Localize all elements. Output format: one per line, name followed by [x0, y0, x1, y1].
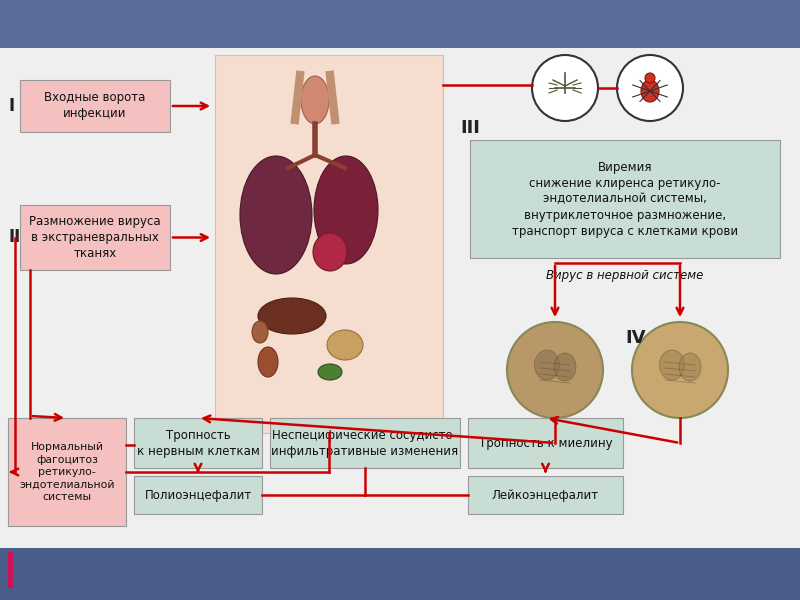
Circle shape — [632, 322, 728, 418]
Ellipse shape — [659, 350, 685, 380]
Bar — [468, 476, 623, 514]
Ellipse shape — [258, 298, 326, 334]
Bar — [468, 418, 623, 468]
Ellipse shape — [258, 347, 278, 377]
Text: IV: IV — [625, 329, 646, 347]
Ellipse shape — [252, 321, 268, 343]
Bar — [134, 418, 262, 468]
Ellipse shape — [641, 80, 659, 102]
Ellipse shape — [327, 330, 363, 360]
Ellipse shape — [645, 73, 655, 83]
Bar — [134, 476, 262, 514]
Bar — [215, 55, 443, 433]
Bar — [270, 418, 460, 468]
Ellipse shape — [318, 364, 342, 380]
Text: I: I — [9, 97, 15, 115]
Bar — [0, 0, 800, 48]
Bar — [20, 80, 170, 132]
Circle shape — [507, 322, 603, 418]
Text: Неспецифические сосудисто-
инфильтративные изменения: Неспецифические сосудисто- инфильтративн… — [271, 428, 458, 457]
Bar — [8, 418, 126, 526]
Ellipse shape — [240, 156, 312, 274]
Text: Вирус в нервной системе: Вирус в нервной системе — [546, 269, 704, 283]
Ellipse shape — [314, 156, 378, 264]
Ellipse shape — [679, 353, 701, 381]
Text: Виремия
снижение клиренса ретикуло-
эндотелиальной системы,
внутриклеточное разм: Виремия снижение клиренса ретикуло- эндо… — [512, 160, 738, 238]
Bar — [0, 548, 800, 600]
Ellipse shape — [534, 350, 559, 380]
Ellipse shape — [301, 76, 329, 124]
Bar — [20, 205, 170, 270]
Bar — [8, 552, 13, 588]
Text: Лейкоэнцефалит: Лейкоэнцефалит — [492, 488, 599, 502]
Ellipse shape — [313, 233, 347, 271]
Text: III: III — [460, 119, 480, 137]
Text: Нормальный
фагоцитоз
ретикуло-
эндотелиальной
системы: Нормальный фагоцитоз ретикуло- эндотелиа… — [19, 442, 114, 502]
Circle shape — [617, 55, 683, 121]
Circle shape — [532, 55, 598, 121]
Ellipse shape — [554, 353, 576, 381]
Text: Входные ворота
инфекции: Входные ворота инфекции — [44, 91, 146, 121]
Bar — [0, 48, 800, 548]
Text: Тропность
к нервным клеткам: Тропность к нервным клеткам — [137, 428, 259, 457]
Text: Размножение вируса
в экстраневральных
тканях: Размножение вируса в экстраневральных тк… — [29, 215, 161, 260]
Text: Полиоэнцефалит: Полиоэнцефалит — [144, 488, 252, 502]
Text: Тропность к миелину: Тропность к миелину — [478, 437, 612, 449]
Text: II: II — [9, 229, 22, 247]
Bar — [470, 140, 780, 258]
